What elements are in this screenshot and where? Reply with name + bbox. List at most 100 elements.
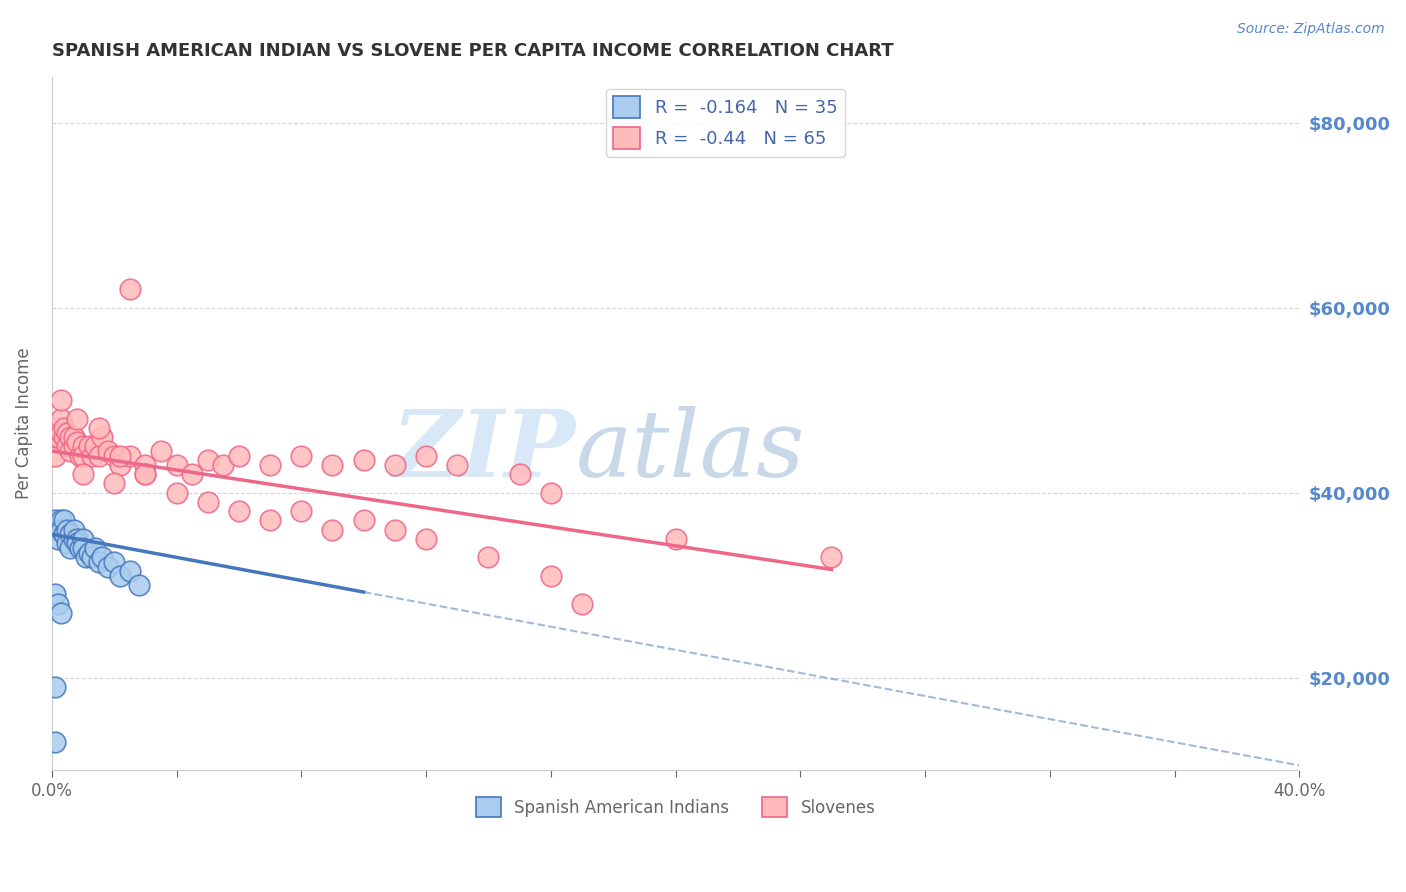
Point	[84, 541, 107, 555]
Point	[44, 449, 66, 463]
Point	[166, 458, 188, 472]
Point	[87, 555, 110, 569]
Text: atlas: atlas	[575, 406, 806, 496]
Point	[77, 546, 100, 560]
Point	[103, 555, 125, 569]
Point	[46, 597, 69, 611]
Point	[75, 550, 97, 565]
Point	[49, 606, 72, 620]
Point	[477, 550, 499, 565]
Point	[49, 523, 72, 537]
Point	[59, 541, 82, 555]
Point	[82, 449, 104, 463]
Point	[53, 527, 76, 541]
Point	[72, 532, 94, 546]
Text: Source: ZipAtlas.com: Source: ZipAtlas.com	[1237, 22, 1385, 37]
Point	[212, 458, 235, 472]
Y-axis label: Per Capita Income: Per Capita Income	[15, 348, 32, 500]
Point	[72, 541, 94, 555]
Point	[72, 449, 94, 463]
Point	[197, 453, 219, 467]
Point	[44, 735, 66, 749]
Point	[90, 550, 112, 565]
Point	[82, 550, 104, 565]
Point	[110, 458, 132, 472]
Point	[53, 421, 76, 435]
Point	[90, 430, 112, 444]
Point	[69, 541, 91, 555]
Point	[571, 597, 593, 611]
Point	[66, 532, 89, 546]
Point	[228, 449, 250, 463]
Point	[118, 282, 141, 296]
Point	[87, 449, 110, 463]
Point	[290, 449, 312, 463]
Point	[46, 421, 69, 435]
Point	[110, 449, 132, 463]
Point	[197, 495, 219, 509]
Point	[134, 458, 156, 472]
Point	[49, 393, 72, 408]
Point	[66, 434, 89, 449]
Point	[87, 421, 110, 435]
Point	[97, 444, 120, 458]
Point	[84, 439, 107, 453]
Point	[259, 513, 281, 527]
Point	[46, 523, 69, 537]
Point	[62, 523, 84, 537]
Point	[118, 449, 141, 463]
Point	[77, 439, 100, 453]
Text: SPANISH AMERICAN INDIAN VS SLOVENE PER CAPITA INCOME CORRELATION CHART: SPANISH AMERICAN INDIAN VS SLOVENE PER C…	[52, 42, 893, 60]
Point	[384, 458, 406, 472]
Point	[166, 485, 188, 500]
Point	[44, 513, 66, 527]
Point	[56, 439, 79, 453]
Point	[62, 439, 84, 453]
Point	[384, 523, 406, 537]
Point	[44, 523, 66, 537]
Point	[321, 523, 343, 537]
Point	[820, 550, 842, 565]
Point	[62, 532, 84, 546]
Point	[49, 513, 72, 527]
Point	[44, 587, 66, 601]
Point	[290, 504, 312, 518]
Point	[446, 458, 468, 472]
Point	[53, 430, 76, 444]
Point	[353, 513, 375, 527]
Point	[128, 578, 150, 592]
Point	[66, 411, 89, 425]
Point	[56, 523, 79, 537]
Point	[103, 476, 125, 491]
Point	[49, 411, 72, 425]
Point	[540, 569, 562, 583]
Point	[44, 680, 66, 694]
Point	[181, 467, 204, 482]
Point	[228, 504, 250, 518]
Point	[353, 453, 375, 467]
Point	[97, 559, 120, 574]
Point	[509, 467, 531, 482]
Point	[259, 458, 281, 472]
Point	[72, 439, 94, 453]
Point	[59, 430, 82, 444]
Point	[149, 444, 172, 458]
Point	[72, 467, 94, 482]
Point	[540, 485, 562, 500]
Point	[321, 458, 343, 472]
Legend: Spanish American Indians, Slovenes: Spanish American Indians, Slovenes	[470, 790, 882, 824]
Point	[415, 532, 437, 546]
Point	[110, 569, 132, 583]
Point	[56, 536, 79, 550]
Point	[59, 444, 82, 458]
Point	[53, 513, 76, 527]
Point	[66, 536, 89, 550]
Point	[69, 449, 91, 463]
Point	[49, 425, 72, 440]
Point	[118, 564, 141, 578]
Point	[46, 532, 69, 546]
Point	[56, 425, 79, 440]
Point	[134, 467, 156, 482]
Point	[46, 430, 69, 444]
Point	[415, 449, 437, 463]
